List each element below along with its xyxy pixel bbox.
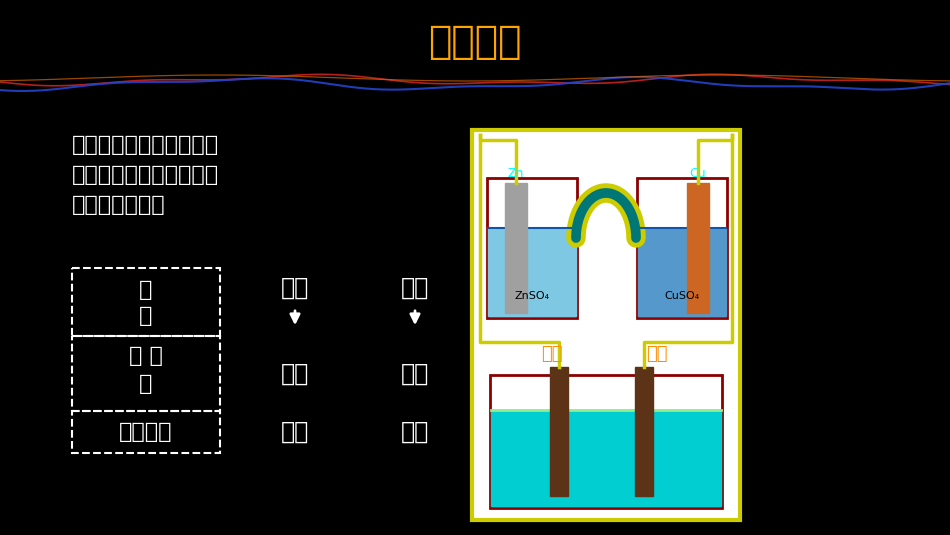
Text: Zn: Zn [508,167,524,180]
Text: 非自发氧化还原反应可借: 非自发氧化还原反应可借 [72,135,219,155]
Bar [72,268,220,336]
Bar [638,228,726,316]
Text: 外加电源实现，此时电能: 外加电源实现，此时电能 [72,165,219,185]
Bar [505,183,527,313]
Text: Cu: Cu [690,167,706,180]
Text: 电: 电 [140,280,153,300]
Bar [472,130,740,520]
Text: 源: 源 [140,306,153,326]
Bar [491,410,721,506]
Bar [550,367,568,496]
Text: 阴极: 阴极 [542,345,562,363]
Bar [490,375,722,508]
Text: 氧化: 氧化 [281,420,309,444]
Bar [488,228,576,316]
Text: 阳极: 阳极 [281,362,309,386]
Bar [487,178,577,318]
Text: 阴极: 阴极 [401,362,429,386]
Bar [72,336,220,411]
Bar [72,411,220,453]
Text: 一、电解: 一、电解 [428,23,522,61]
Text: 转化为化学能。: 转化为化学能。 [72,195,165,215]
Text: 电 解: 电 解 [129,346,163,366]
Text: CuSO₄: CuSO₄ [664,291,699,301]
Text: 正极: 正极 [281,276,309,300]
Text: 负极: 负极 [401,276,429,300]
Text: 池: 池 [140,374,153,394]
Text: 阳极: 阳极 [646,345,668,363]
Text: 电极反应: 电极反应 [120,422,173,442]
Bar [687,183,709,313]
Bar [635,367,653,496]
Text: 还原: 还原 [401,420,429,444]
Text: ZnSO₄: ZnSO₄ [515,291,549,301]
Bar [637,178,727,318]
